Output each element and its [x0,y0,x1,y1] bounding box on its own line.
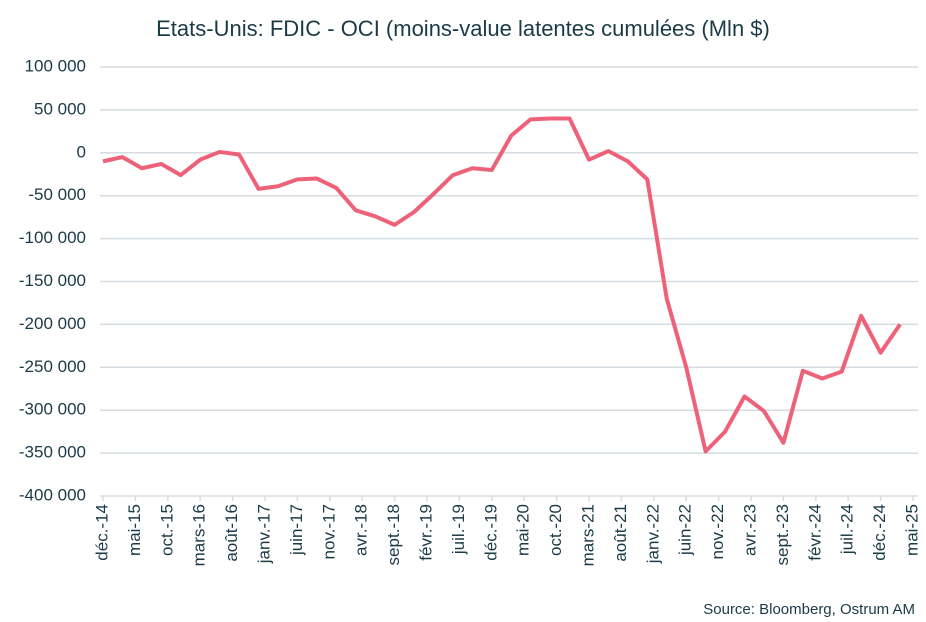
x-tick-label: févr.-24 [805,504,824,561]
x-tick-label: déc.-19 [481,504,500,561]
x-tick-label: sept.-23 [773,504,792,565]
x-tick-label: juin-17 [287,504,306,556]
x-tick-label: mai-25 [902,504,921,556]
y-tick-label: -100 000 [19,228,86,247]
x-tick-label: juin-22 [676,504,695,556]
x-tick-label: oct.-20 [546,504,565,556]
y-tick-label: -350 000 [19,443,86,462]
x-tick-label: avr.-23 [740,504,759,556]
x-tick-label: déc.-14 [92,504,111,561]
x-tick-label: mai-15 [125,504,144,556]
x-tick-label: août-16 [222,504,241,562]
x-tick-label: mars-21 [578,504,597,566]
y-tick-label: -400 000 [19,485,86,504]
y-tick-label: -150 000 [19,271,86,290]
y-tick-label: -200 000 [19,314,86,333]
line [102,116,902,454]
y-tick-label: 50 000 [34,99,86,118]
x-tick-label: août-21 [611,504,630,562]
x-tick-label: déc.-24 [870,504,889,561]
x-tick-label: sept.-18 [384,504,403,565]
y-tick-label: 0 [77,142,86,161]
y-tick-label: -250 000 [19,357,86,376]
y-tick-label: -300 000 [19,400,86,419]
x-tick-label: nov.-17 [319,504,338,559]
x-tick-label: avr.-18 [352,504,371,556]
x-tick-label: nov.-22 [708,504,727,559]
x-tick-label: juil.-24 [838,504,857,555]
x-tick-label: mars-16 [190,504,209,566]
x-tick-label: janv.-17 [254,504,273,564]
x-tick-label: févr.-19 [416,504,435,561]
x-tick-label: oct.-15 [157,504,176,556]
source: Source: Bloomberg, Ostrum AM [703,601,915,618]
x-tick-label: janv.-22 [643,504,662,564]
y-tick-label: -50 000 [28,185,86,204]
x-tick-label: juil.-19 [449,504,468,555]
chart-title: Etats-Unis: FDIC - OCI (moins-value late… [156,16,770,41]
y-tick-label: 100 000 [25,56,86,75]
x-tick-label: mai-20 [514,504,533,556]
